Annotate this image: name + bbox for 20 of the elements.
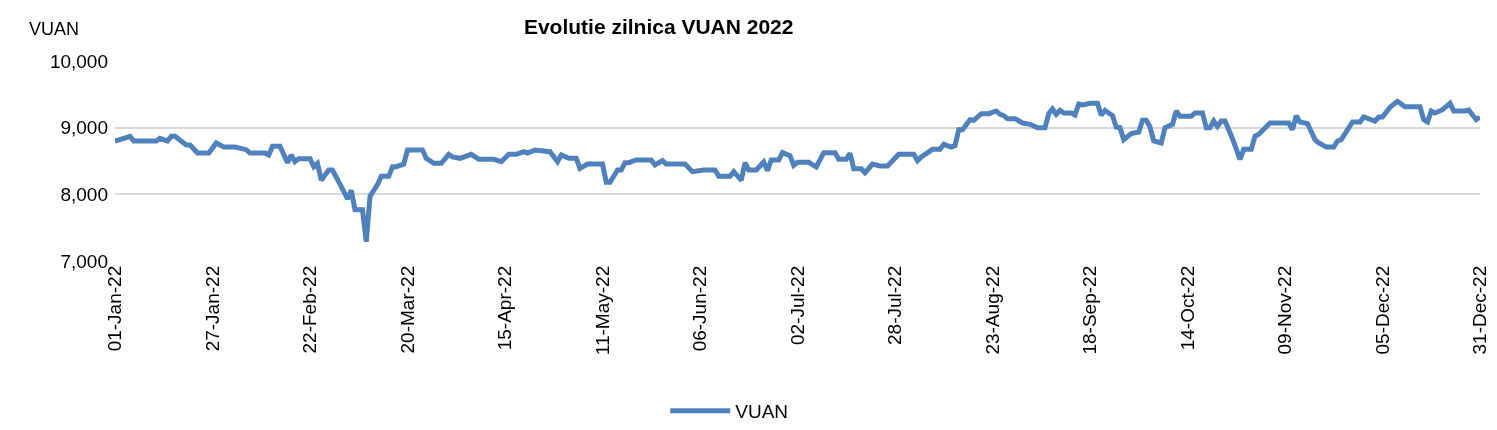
x-tick-label: 09-Nov-22 xyxy=(1274,265,1296,355)
y-tick-label: 10,000 xyxy=(49,50,108,72)
x-tick-label: 06-Jun-22 xyxy=(689,265,711,352)
y-tick-label: 9,000 xyxy=(60,117,108,139)
y-axis-title: VUAN xyxy=(29,19,80,39)
chart-title: Evolutie zilnica VUAN 2022 xyxy=(523,15,794,39)
x-tick-label: 20-Mar-22 xyxy=(396,265,418,354)
x-tick-label: 02-Jul-22 xyxy=(786,265,808,346)
x-tick-label: 11-May-22 xyxy=(591,265,613,356)
x-tick-label: 05-Dec-22 xyxy=(1371,265,1393,355)
x-tick-label: 28-Jul-22 xyxy=(884,265,906,346)
x-tick-label: 23-Aug-22 xyxy=(981,265,1003,355)
x-tick-label: 14-Oct-22 xyxy=(1176,265,1198,351)
y-tick-label: 8,000 xyxy=(60,183,108,205)
x-tick-label: 22-Feb-22 xyxy=(299,265,321,354)
x-tick-label: 18-Sep-22 xyxy=(1079,265,1101,355)
x-tick-label: 31-Dec-22 xyxy=(1469,265,1491,355)
legend-label: VUAN xyxy=(735,401,789,423)
x-tick-label: 15-Apr-22 xyxy=(494,265,516,351)
x-tick-label: 27-Jan-22 xyxy=(201,265,223,352)
